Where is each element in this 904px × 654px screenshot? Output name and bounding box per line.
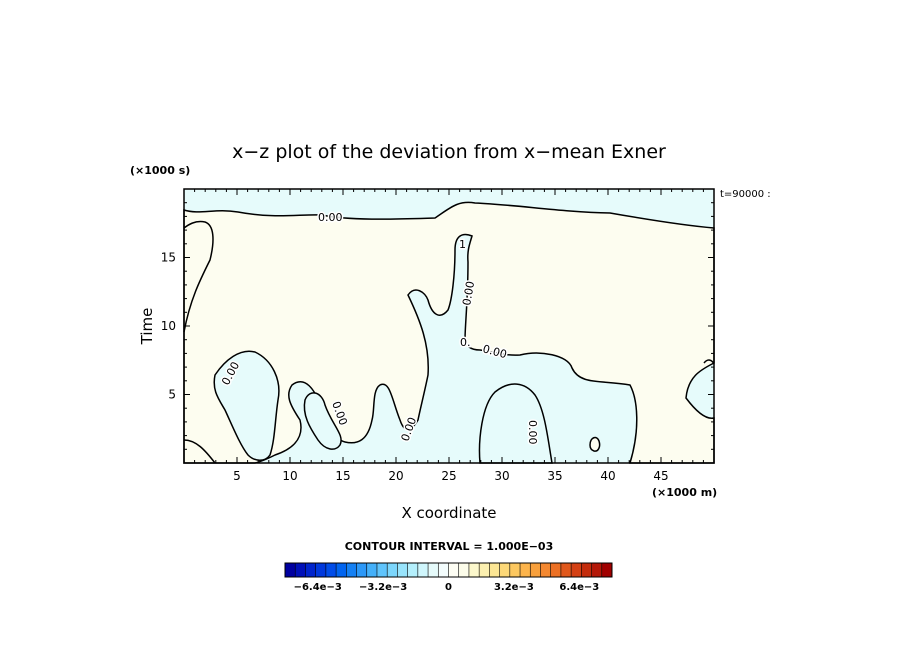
contour-label: 0.00 <box>460 280 477 306</box>
plot-area: 0.00 0.00 0.00 0.00 0.00 0.00 0. 0.00 1 <box>183 188 715 464</box>
colorbar: −6.4e−3 −3.2e−3 0 3.2e−3 6.4e−3 <box>284 562 613 593</box>
colorbar-tick-label: 3.2e−3 <box>494 582 534 593</box>
closed-contour-small <box>589 436 601 452</box>
contour-left-edge <box>183 220 214 333</box>
colorbar-frame <box>284 562 613 578</box>
colorbar-swatch <box>387 563 398 577</box>
x-tick-label: 25 <box>441 469 456 483</box>
chart-title: x−z plot of the deviation from x−mean Ex… <box>232 141 666 163</box>
colorbar-tick-label: 0 <box>445 582 452 593</box>
x-tick-label: 10 <box>282 469 297 483</box>
colorbar-swatch <box>366 563 378 577</box>
x-tick-label: 35 <box>547 469 562 483</box>
y-tick-label: 5 <box>168 388 176 402</box>
x-tick-label: 15 <box>335 469 350 483</box>
contour-bottom-left <box>183 439 216 464</box>
x-tick-label: 30 <box>494 469 509 483</box>
colorbar-swatch <box>397 563 408 577</box>
colorbar-tick-label: −3.2e−3 <box>359 582 407 593</box>
negative-pocket-right <box>478 383 553 464</box>
colorbar-swatch <box>530 563 541 577</box>
colorbar-swatch <box>601 563 613 577</box>
colorbar-swatch <box>499 563 511 577</box>
colorbar-swatch <box>560 563 572 577</box>
colorbar-tick-label: −6.4e−3 <box>294 582 342 593</box>
colorbar-swatch <box>509 563 521 577</box>
colorbar-swatch <box>540 563 551 577</box>
x-tick-label: 45 <box>653 469 668 483</box>
colorbar-swatch <box>407 563 419 577</box>
x-unit-label: (×1000 m) <box>652 486 717 499</box>
negative-pocket-mid <box>303 392 342 450</box>
x-axis-ticks: 5 10 15 20 25 30 35 40 45 <box>194 189 704 483</box>
colorbar-swatch <box>591 563 602 577</box>
colorbar-swatch <box>305 563 316 577</box>
colorbar-swatch <box>356 563 367 577</box>
colorbar-swatch <box>315 563 327 577</box>
colorbar-swatch <box>336 563 347 577</box>
colorbar-swatch <box>438 563 449 577</box>
contour-label: 0.00 <box>318 211 343 224</box>
contour-label: 1 <box>459 238 466 251</box>
time-stamp: t=90000 : <box>720 189 771 200</box>
contour-label: 0. <box>460 336 471 349</box>
colorbar-swatch <box>376 563 388 577</box>
y-tick-label: 15 <box>161 251 176 265</box>
x-tick-label: 20 <box>388 469 403 483</box>
positive-region-main <box>183 201 715 464</box>
colorbar-swatch <box>479 563 490 577</box>
x-tick-label: 40 <box>600 469 615 483</box>
colorbar-swatch <box>295 563 306 577</box>
colorbar-swatch <box>571 563 582 577</box>
colorbar-swatch <box>417 563 429 577</box>
colorbar-tick-label: 6.4e−3 <box>559 582 599 593</box>
colorbar-swatch <box>448 563 459 577</box>
contour-interval-text: CONTOUR INTERVAL = 1.000E−03 <box>345 540 554 553</box>
y-axis-ticks: 5 10 15 <box>161 202 714 450</box>
colorbar-swatch <box>468 563 480 577</box>
colorbar-swatch <box>550 563 562 577</box>
negative-pocket-left <box>213 350 280 461</box>
colorbar-swatch <box>489 563 500 577</box>
y-tick-label: 10 <box>161 319 176 333</box>
colorbar-swatch <box>346 563 357 577</box>
colorbar-swatch <box>428 563 439 577</box>
y-axis-label: Time <box>138 308 156 346</box>
x-axis-label: X coordinate <box>401 504 496 522</box>
colorbar-swatch <box>285 563 296 577</box>
contour-label: 0.00 <box>526 420 539 445</box>
colorbar-swatch <box>581 563 592 577</box>
colorbar-swatch <box>325 563 337 577</box>
colorbar-swatch <box>458 563 470 577</box>
colorbar-swatch <box>520 563 531 577</box>
y-unit-label: (×1000 s) <box>130 164 190 177</box>
x-tick-label: 5 <box>233 469 241 483</box>
